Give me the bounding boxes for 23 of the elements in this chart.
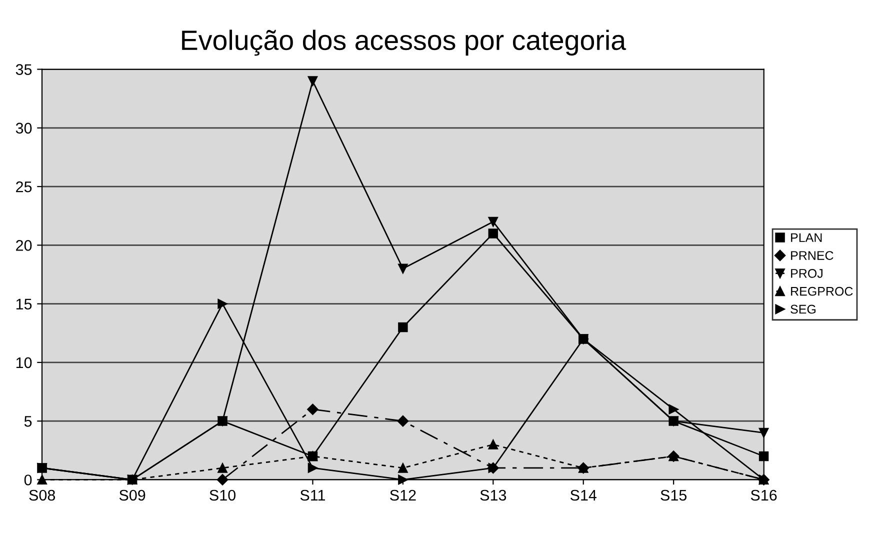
y-tick-label: 0 — [24, 474, 32, 486]
y-tick-label: 15 — [16, 298, 32, 310]
y-tick-label: 30 — [16, 122, 32, 134]
x-tick-label: S14 — [570, 490, 597, 501]
x-tick-label: S11 — [300, 490, 326, 501]
x-tick-label: S08 — [29, 490, 56, 501]
legend-label: SEG — [790, 304, 816, 314]
chart-title: Evolução dos acessos por categoria — [182, 30, 626, 56]
y-tick-label: 35 — [16, 64, 32, 75]
x-tick-label: S13 — [480, 490, 506, 501]
x-tick-label: S12 — [390, 490, 416, 501]
y-tick-label: 20 — [16, 240, 32, 251]
legend-label: PLAN — [791, 233, 822, 242]
legend-label: PROJ — [791, 269, 822, 278]
x-tick-label: S10 — [210, 490, 236, 501]
legend-label: PRNEC — [791, 251, 834, 260]
x-tick-label: S16 — [750, 490, 777, 501]
y-tick-label: 5 — [24, 416, 32, 427]
x-tick-label: S15 — [660, 490, 687, 501]
y-tick-label: 10 — [16, 357, 32, 368]
x-tick-label: S09 — [119, 490, 146, 501]
y-tick-label: 25 — [16, 181, 32, 192]
legend-label: REGPROC — [791, 286, 853, 296]
